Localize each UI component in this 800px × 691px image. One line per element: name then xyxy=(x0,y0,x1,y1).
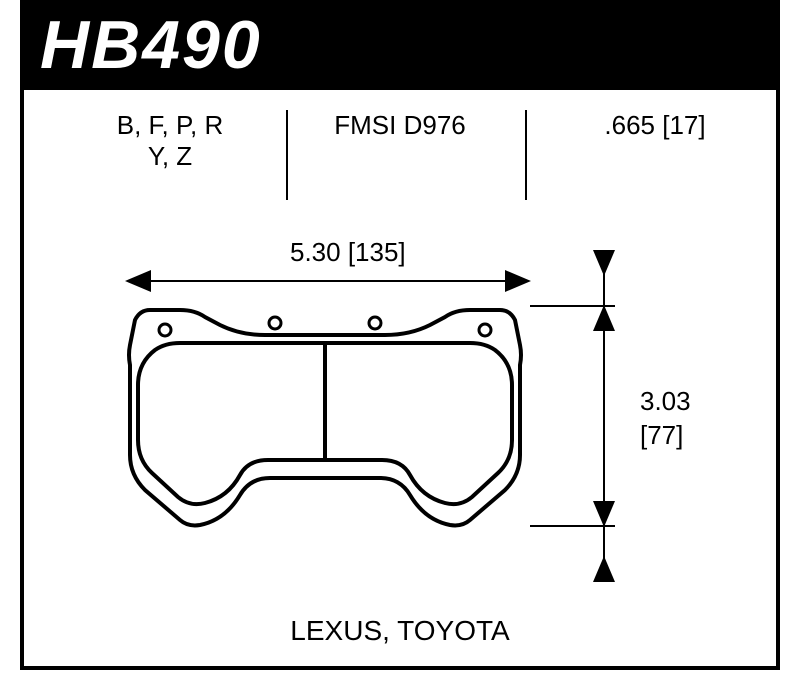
width-dimension-label: 5.30 [135] xyxy=(290,237,406,268)
width-dimension-line xyxy=(135,280,515,282)
height-dimension-line xyxy=(603,305,605,525)
divider-2 xyxy=(525,110,527,200)
arrow-right-icon xyxy=(505,270,531,292)
header-bar: HB490 xyxy=(20,0,780,90)
compounds-line2: Y, Z xyxy=(95,141,245,172)
thickness-cell: .665 [17] xyxy=(580,110,730,141)
compounds-line1: B, F, P, R xyxy=(95,110,245,141)
spec-row: B, F, P, R Y, Z FMSI D976 .665 [17] xyxy=(20,110,780,200)
diagram-container: HB490 B, F, P, R Y, Z FMSI D976 .665 [17… xyxy=(0,0,800,691)
arrow-up-inner-icon xyxy=(593,305,615,331)
height-dimension-label: 3.03 [77] xyxy=(640,385,691,453)
vehicle-makes: LEXUS, TOYOTA xyxy=(0,615,800,647)
part-number: HB490 xyxy=(40,6,262,84)
height-line1: 3.03 xyxy=(640,385,691,419)
arrow-down-outer-icon xyxy=(593,556,615,582)
brake-pad-drawing xyxy=(120,295,530,535)
compounds-cell: B, F, P, R Y, Z xyxy=(95,110,245,172)
arrow-up-outer-icon xyxy=(593,250,615,276)
arrow-left-icon xyxy=(125,270,151,292)
arrow-down-inner-icon xyxy=(593,501,615,527)
fmsi-cell: FMSI D976 xyxy=(320,110,480,141)
height-line2: [77] xyxy=(640,419,691,453)
divider-1 xyxy=(286,110,288,200)
